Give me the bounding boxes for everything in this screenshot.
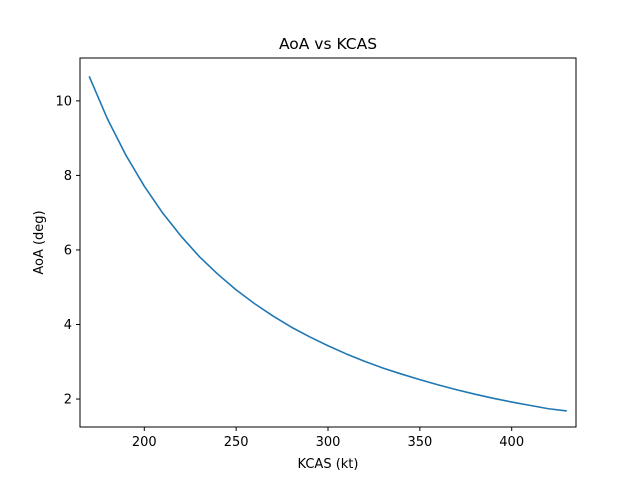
- y-axis: 2 4 6 8 10: [55, 94, 80, 408]
- y-tick-label: 10: [55, 94, 72, 109]
- x-tick-label: 300: [316, 435, 341, 450]
- y-tick-label: 4: [64, 318, 72, 333]
- series-layer: [88, 75, 567, 412]
- y-tick-label: 6: [64, 243, 72, 258]
- x-tick-label: 350: [407, 435, 432, 450]
- y-tick-label: 2: [64, 393, 72, 408]
- x-tick-label: 200: [132, 435, 157, 450]
- x-tick-label: 250: [224, 435, 249, 450]
- x-axis-label: KCAS (kt): [298, 457, 359, 472]
- y-axis-label: AoA (deg): [32, 210, 47, 274]
- chart-title: AoA vs KCAS: [279, 35, 377, 53]
- series-line: [88, 75, 567, 412]
- x-axis: 200 250 300 350 400: [132, 427, 524, 450]
- plot-area: [80, 58, 576, 427]
- y-tick-label: 8: [64, 169, 72, 184]
- plot-frame: [79, 57, 577, 428]
- x-tick-label: 400: [499, 435, 524, 450]
